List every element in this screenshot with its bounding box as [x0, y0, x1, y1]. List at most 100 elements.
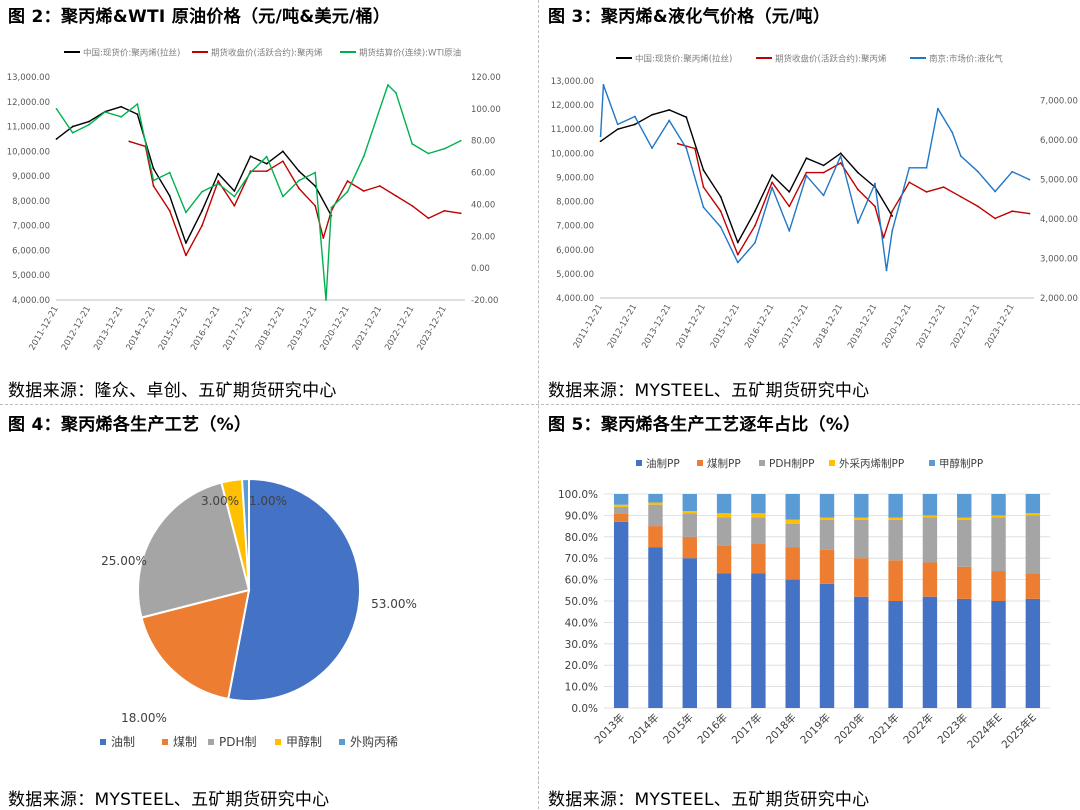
data-point	[265, 155, 268, 158]
figure-5-panel: 图 5：聚丙烯各生产工艺逐年占比（%） 0.0% 10.0% 20.0% 30.0% 4…	[540, 405, 1080, 810]
x-tick-label: 2025年E	[999, 711, 1039, 751]
y-left-tick-label: 5,000.00	[556, 270, 594, 280]
data-point	[788, 230, 791, 232]
bar-segment	[682, 558, 697, 708]
data-point	[168, 171, 171, 174]
y-left-tick-label: 13,000.00	[551, 77, 594, 87]
legend-label: 期货收盘价(活跃合约):聚丙烯	[775, 54, 887, 65]
legend-label: 外采丙烯制PP	[839, 457, 904, 470]
legend-swatch	[100, 739, 106, 745]
bar-segment	[716, 513, 732, 518]
horizontal-divider-mid1	[0, 404, 1080, 405]
data-point	[152, 179, 155, 182]
bar-segment	[957, 494, 972, 518]
data-point	[882, 236, 885, 239]
figure-4-panel: 图 4：聚丙烯各生产工艺（%） 53.00% 18.00% 25.00% 3.00% 1…	[0, 405, 538, 810]
legend-label: 甲醇制PP	[939, 457, 983, 470]
pie-slice	[140, 588, 251, 701]
y-tick-label: 60.0%	[565, 575, 598, 587]
x-tick-label: 2016-12-21	[189, 305, 222, 353]
bar-segment	[957, 566, 972, 599]
data-point	[136, 113, 139, 116]
data-point	[771, 186, 774, 189]
data-point	[217, 182, 220, 185]
y-right-tick-label: 20.00	[471, 232, 495, 242]
data-point	[874, 205, 876, 208]
pie-data-label: 3.00%	[201, 494, 239, 508]
data-point	[685, 116, 688, 119]
x-tick-label: 2024年E	[964, 711, 1004, 751]
data-point	[71, 125, 74, 128]
y-left-tick-label: 8,000.00	[12, 197, 50, 207]
data-point	[736, 261, 739, 264]
x-tick-label: 2014-12-21	[675, 303, 708, 351]
legend-swatch	[697, 460, 703, 466]
y-left-tick-label: 7,000.00	[556, 222, 594, 232]
data-point	[788, 191, 791, 193]
data-point	[651, 147, 653, 149]
data-point	[378, 185, 381, 187]
bar-segment	[682, 513, 697, 537]
series-line	[55, 84, 462, 301]
data-point	[322, 237, 325, 239]
bar-segment	[957, 517, 972, 520]
legend-swatch	[275, 739, 281, 745]
data-point	[668, 119, 671, 122]
bar-segment	[716, 573, 732, 708]
data-point	[616, 123, 619, 126]
x-tick-label: 2021-12-21	[915, 303, 948, 351]
figure-4-title: 图 4：聚丙烯各生产工艺（%）	[8, 415, 252, 435]
data-point	[87, 120, 90, 123]
y-tick-label: 50.0%	[565, 596, 598, 608]
y-left-tick-label: 11,000.00	[7, 123, 50, 133]
y-right-tick-label: 3,000.00	[1040, 255, 1078, 265]
bar-segment	[819, 549, 835, 584]
y-tick-label: 0.0%	[571, 703, 598, 715]
data-point	[265, 170, 268, 173]
data-point	[184, 211, 187, 214]
legend-label: 南京:市场价:液化气	[929, 54, 1003, 65]
x-tick-label: 2015年	[660, 711, 696, 747]
bar-segment	[751, 543, 766, 574]
legend-swatch	[759, 460, 765, 466]
x-tick-label: 2013年	[592, 711, 628, 747]
x-tick-label: 2014年	[626, 711, 662, 747]
series-line	[677, 143, 1030, 256]
pie-slice	[137, 481, 251, 619]
x-tick-label: 2018年	[763, 711, 799, 747]
y-left-tick-label: 9,000.00	[556, 173, 594, 183]
y-left-tick-label: 4,000.00	[12, 296, 50, 306]
y-tick-label: 40.0%	[565, 617, 598, 629]
y-right-tick-label: -20.00	[471, 296, 498, 306]
x-tick-label: 2017年	[729, 711, 765, 747]
data-point	[233, 195, 236, 198]
data-point	[346, 180, 349, 182]
y-left-tick-label: 6,000.00	[12, 246, 50, 256]
data-point	[754, 210, 756, 213]
figure-3-panel: 图 3：聚丙烯&液化气价格（元/吨） 中国:现货价:聚丙烯(拉丝) 期货收盘价(活…	[540, 0, 1080, 404]
data-point	[633, 123, 636, 126]
x-tick-label: 2015-12-21	[709, 303, 742, 351]
data-point	[152, 167, 155, 170]
data-point	[362, 190, 365, 192]
data-point	[822, 171, 825, 174]
data-point	[839, 162, 842, 164]
pie-data-label: 25.00%	[101, 554, 147, 568]
y-right-tick-label: 7,000.00	[1040, 97, 1078, 107]
bar-segment	[785, 547, 800, 580]
y-right-tick-label: 6,000.00	[1040, 136, 1078, 146]
data-point	[55, 107, 58, 110]
legend-label: 煤制	[173, 735, 197, 749]
x-tick-label: 2019年	[798, 711, 834, 747]
data-point	[152, 185, 155, 187]
data-point	[754, 224, 756, 227]
data-point	[184, 254, 187, 257]
data-point	[217, 180, 220, 182]
figure-2-title: 图 2：聚丙烯&WTI 原油价格（元/吨&美元/桶）	[8, 7, 391, 27]
bar-segment	[751, 494, 766, 514]
data-point	[925, 166, 928, 169]
data-point	[387, 84, 389, 86]
bar-segment	[613, 513, 629, 522]
data-point	[281, 150, 284, 153]
data-point	[1028, 178, 1031, 181]
